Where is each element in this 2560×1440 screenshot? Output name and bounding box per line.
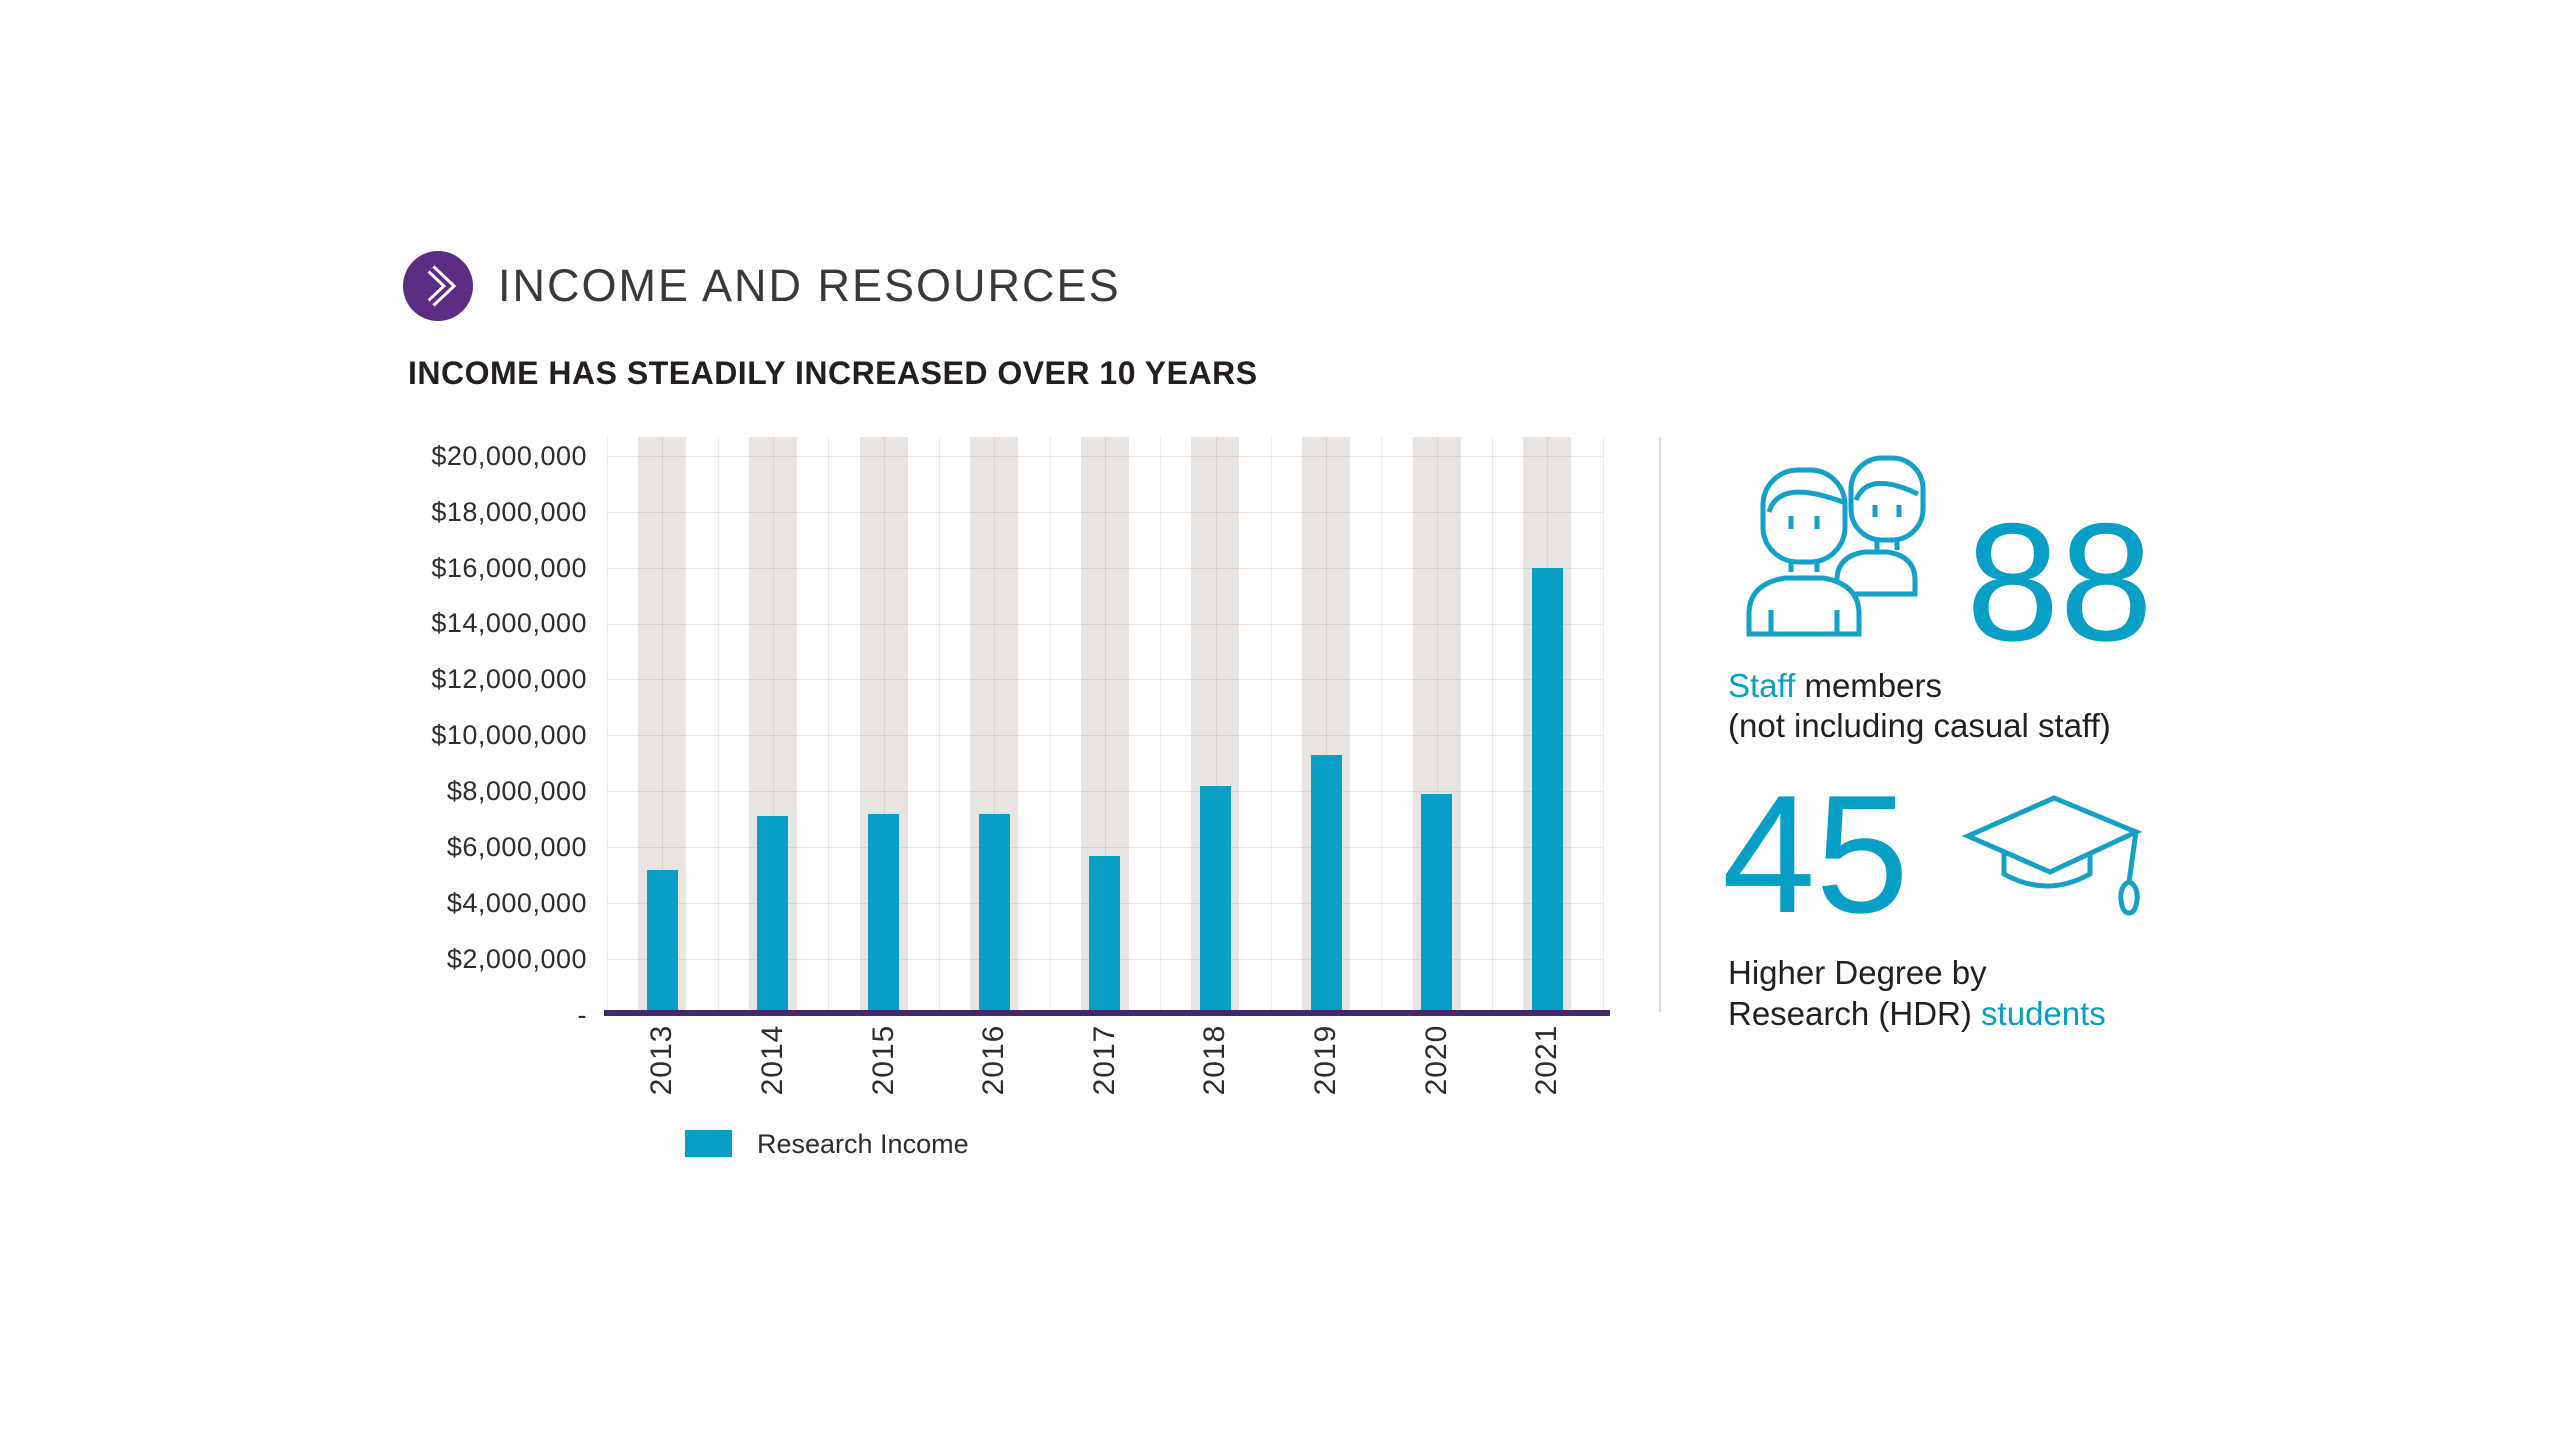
staff-label-rest: members [1795, 667, 1942, 704]
x-tick-label: 2019 [1309, 1024, 1342, 1096]
bar [1531, 567, 1563, 1015]
y-tick-label: - [577, 1000, 587, 1030]
legend-label: Research Income [757, 1129, 969, 1159]
y-tick-label: $14,000,000 [431, 608, 587, 638]
staff-label-note: (not including casual staff) [1728, 707, 2111, 744]
y-tick-label: $8,000,000 [446, 776, 587, 806]
hdr-label-line1: Higher Degree by [1728, 954, 1987, 991]
bar [1310, 754, 1342, 1015]
legend-swatch [685, 1130, 732, 1157]
staff-label-highlight: Staff [1728, 667, 1796, 704]
grid-vline [1436, 437, 1438, 1010]
hdr-label-highlight: students [1981, 995, 2106, 1032]
chart-title: INCOME HAS STEADILY INCREASED OVER 10 YE… [408, 355, 1258, 391]
grid-vline [828, 437, 830, 1010]
y-tick-label: $10,000,000 [431, 720, 587, 750]
chevron-right-icon [403, 251, 473, 321]
x-tick-label: 2015 [867, 1024, 900, 1096]
grid-vline [1270, 437, 1272, 1010]
bar [1199, 785, 1231, 1015]
hdr-label-line2: Research (HDR) students [1728, 993, 2106, 1034]
x-axis-baseline [604, 1010, 1610, 1016]
y-tick-label: $12,000,000 [431, 664, 587, 694]
grid-vline [1160, 437, 1162, 1010]
bar [978, 813, 1010, 1015]
grid-vline [883, 437, 885, 1010]
grid-vline [1049, 437, 1051, 1010]
grid-vline [994, 437, 996, 1010]
y-tick-label: $4,000,000 [446, 888, 587, 918]
bar [1089, 855, 1121, 1015]
y-tick-label: $6,000,000 [446, 832, 587, 862]
staff-label-line1: Staff members [1728, 666, 2111, 706]
section-badge [403, 251, 473, 321]
x-tick-label: 2021 [1530, 1024, 1563, 1096]
x-tick-label: 2013 [645, 1024, 678, 1096]
x-tick-label: 2020 [1420, 1024, 1453, 1096]
graduation-cap-icon [1962, 786, 2142, 926]
grid-vline [1381, 437, 1383, 1010]
hdr-label-prefix: Research (HDR) [1728, 995, 1982, 1032]
bar [757, 816, 789, 1015]
hdr-label: Higher Degree by Research (HDR) students [1728, 952, 2106, 1034]
grid-vline [607, 437, 608, 1010]
grid-hline [607, 511, 1603, 513]
plot-area [607, 437, 1604, 1015]
y-tick-label: $20,000,000 [431, 441, 587, 471]
grid-hline [607, 455, 1603, 457]
grid-vline [717, 437, 719, 1010]
y-tick-label: $2,000,000 [446, 944, 587, 974]
grid-hline [607, 735, 1603, 737]
vertical-divider [1659, 437, 1661, 1012]
x-tick-label: 2014 [756, 1024, 789, 1096]
grid-vline [1104, 437, 1106, 1010]
x-tick-label: 2016 [977, 1024, 1010, 1096]
grid-hline [607, 623, 1603, 625]
bar [868, 813, 900, 1015]
grid-vline [1215, 437, 1217, 1010]
bar [646, 869, 678, 1015]
grid-vline [1492, 437, 1493, 1010]
grid-vline [1326, 437, 1328, 1010]
grid-hline [607, 847, 1603, 849]
bar [1421, 794, 1453, 1015]
grid-hline [607, 791, 1603, 793]
staff-label: Staff members (not including casual staf… [1728, 666, 2111, 746]
grid-hline [607, 567, 1603, 569]
people-icon [1725, 448, 1927, 640]
grid-vline [1602, 437, 1604, 1010]
y-tick-label: $18,000,000 [431, 497, 587, 527]
grid-vline [772, 437, 774, 1010]
grid-hline [607, 679, 1603, 681]
grid-vline [662, 437, 664, 1010]
x-tick-label: 2018 [1198, 1024, 1231, 1096]
page-title: INCOME AND RESOURCES [498, 260, 1121, 311]
grid-vline [938, 437, 940, 1010]
y-tick-label: $16,000,000 [431, 553, 587, 583]
staff-count: 88 [1966, 488, 2153, 676]
x-tick-label: 2017 [1088, 1024, 1121, 1096]
hdr-count: 45 [1722, 760, 1909, 948]
